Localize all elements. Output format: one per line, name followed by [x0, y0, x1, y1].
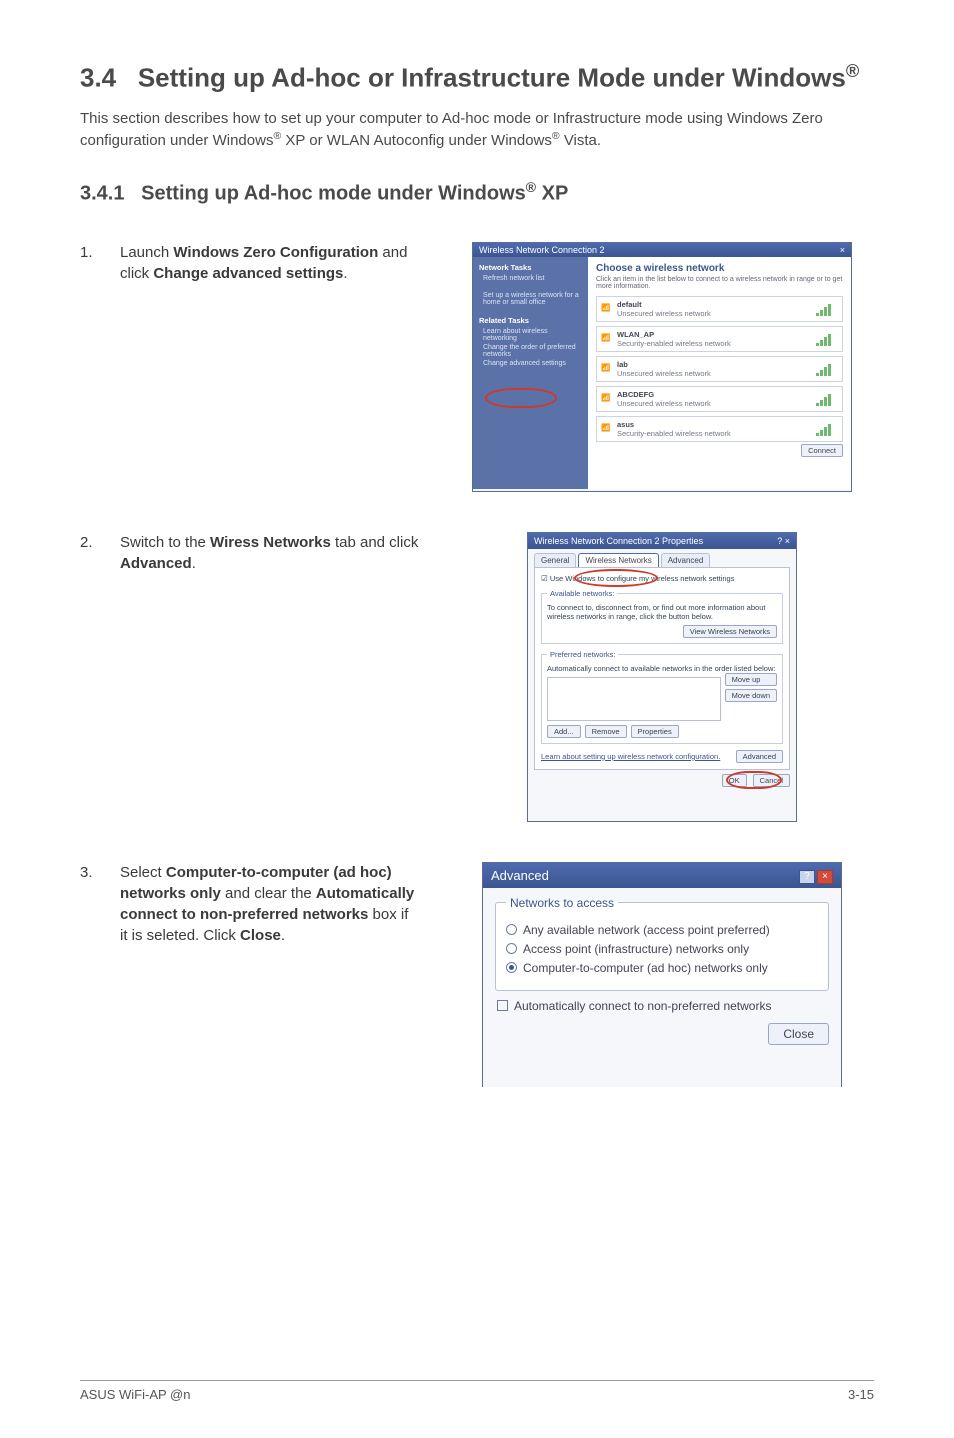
step-1-text: 1. Launch Windows Zero Configuration and… — [80, 242, 420, 284]
network-item: 📶WLAN_APSecurity-enabled wireless networ… — [596, 326, 843, 352]
step-2-text: 2. Switch to the Wiress Networks tab and… — [80, 532, 420, 574]
close-icon: × — [840, 245, 845, 255]
close-button: Close — [768, 1023, 829, 1045]
highlight-circle — [485, 388, 557, 408]
radio-infrastructure: Access point (infrastructure) networks o… — [506, 942, 818, 956]
screenshot-wireless-network-connection: Wireless Network Connection 2 × Network … — [472, 242, 852, 492]
tab-general: General — [534, 553, 576, 567]
network-item: 📶ABCDEFGUnsecured wireless network — [596, 386, 843, 412]
close-icon: × — [817, 870, 833, 884]
network-list: 📶defaultUnsecured wireless network 📶WLAN_… — [596, 296, 843, 442]
page-footer: ASUS WiFi-AP @n 3-15 — [80, 1380, 874, 1402]
advanced-button: Advanced — [736, 750, 783, 763]
screenshot-advanced-dialog: Advanced ?× Networks to access Any avail… — [482, 862, 842, 1087]
network-item: 📶labUnsecured wireless network — [596, 356, 843, 382]
tab-advanced: Advanced — [661, 553, 711, 567]
screenshot-wireless-properties: Wireless Network Connection 2 Properties… — [527, 532, 797, 822]
section-title: 3.4 Setting up Ad-hoc or Infrastructure … — [80, 60, 874, 94]
window-buttons: ?× — [797, 867, 833, 884]
help-icon: ? — [799, 870, 815, 884]
subsection-title: 3.4.1 Setting up Ad-hoc mode under Windo… — [80, 179, 874, 206]
tab-wireless-networks: Wireless Networks — [578, 553, 658, 567]
network-item: 📶defaultUnsecured wireless network — [596, 296, 843, 322]
highlight-circle — [726, 771, 782, 789]
view-networks-button: View Wireless Networks — [683, 625, 777, 638]
checkbox-auto-connect: Automatically connect to non-preferred n… — [497, 999, 829, 1013]
window-buttons: ? × — [777, 536, 790, 546]
highlight-circle — [574, 569, 658, 587]
connect-button: Connect — [801, 444, 843, 457]
radio-adhoc: Computer-to-computer (ad hoc) networks o… — [506, 961, 818, 975]
intro-paragraph: This section describes how to set up you… — [80, 108, 874, 151]
network-item: 📶asusSecurity-enabled wireless network — [596, 416, 843, 442]
step-3-text: 3. Select Computer-to-computer (ad hoc) … — [80, 862, 420, 946]
radio-any-network: Any available network (access point pref… — [506, 923, 818, 937]
